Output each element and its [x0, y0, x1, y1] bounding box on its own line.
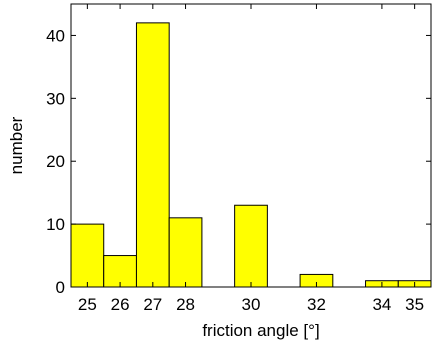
histogram-bar-1 — [103, 255, 137, 288]
y-tick-label-4: 40 — [46, 26, 65, 45]
x-tick-label-1: 26 — [111, 295, 130, 314]
histogram-bar-0 — [70, 223, 105, 288]
x-tick-label-0: 25 — [78, 295, 97, 314]
y-tick-label-0: 0 — [56, 278, 65, 297]
y-tick-label-2: 20 — [46, 152, 65, 171]
x-tick-label-7: 35 — [405, 295, 424, 314]
histogram-bar-3 — [168, 217, 203, 288]
x-tick-label-2: 27 — [143, 295, 162, 314]
x-tick-label-6: 34 — [372, 295, 391, 314]
y-tick-label-1: 10 — [46, 215, 65, 234]
x-axis-ticks: 25 26 27 28 30 32 34 35 — [78, 4, 424, 314]
histogram-bar-5 — [234, 204, 268, 288]
y-axis-label: number — [7, 116, 26, 174]
y-tick-label-3: 30 — [46, 89, 65, 108]
histogram-bar-2 — [135, 22, 170, 288]
x-tick-label-4: 30 — [242, 295, 261, 314]
y-axis-ticks: 0 10 20 30 40 — [46, 26, 431, 297]
x-axis-label: friction angle [°] — [202, 321, 319, 340]
bars-group — [70, 22, 432, 288]
x-tick-label-3: 28 — [176, 295, 195, 314]
x-tick-label-5: 32 — [307, 295, 326, 314]
